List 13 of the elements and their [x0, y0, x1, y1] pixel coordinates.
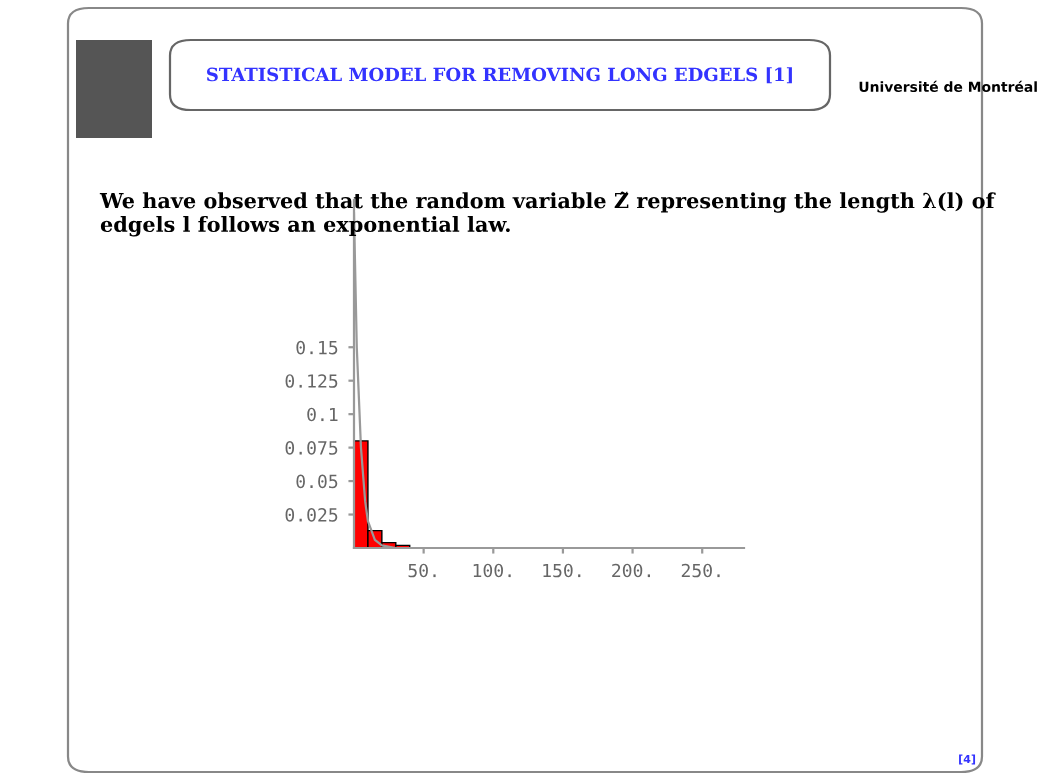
x-tick-label: 200. — [612, 563, 650, 578]
y-tick-label: 0.05 — [296, 474, 338, 489]
chart-title: STATISTICAL MODEL FOR REMOVING LONG EDGELS [1] — [207, 67, 792, 84]
y-tick-label: 0.1 — [307, 407, 338, 422]
x-tick-label: 100. — [473, 563, 511, 578]
x-tick-label: 250. — [681, 563, 720, 578]
chart-subtitle: We have observed that the random variable Z̃ representing the length λ(l) of edgels l follows an exponential law. — [99, 191, 996, 237]
x-tick-label: 150. — [543, 563, 581, 578]
x-tick-label: 50. — [408, 563, 436, 578]
y-tick-label: 0.075 — [285, 441, 338, 455]
y-tick-label: 0.125 — [285, 374, 338, 388]
y-tick-label: 0.15 — [296, 340, 338, 355]
y-tick-label: 0.025 — [285, 508, 338, 522]
